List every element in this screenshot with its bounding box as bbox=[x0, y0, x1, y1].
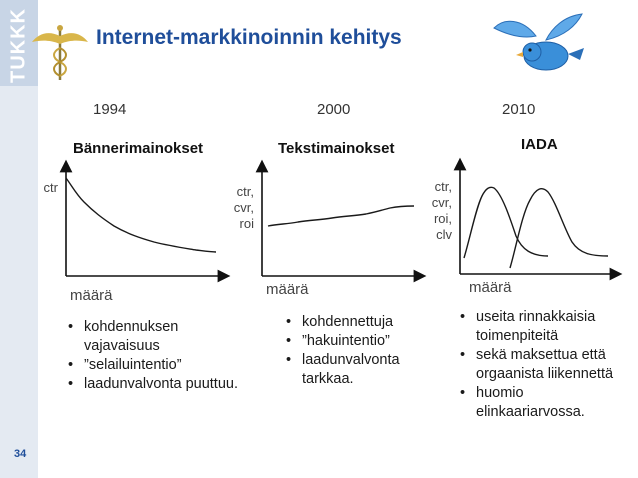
metric-curve bbox=[267, 205, 415, 227]
list-item: sekä maksettua että orgaanista liikennet… bbox=[454, 346, 614, 384]
list-item: ”selailuintentio” bbox=[62, 356, 272, 375]
list-item: kohdennettuja bbox=[280, 313, 430, 332]
list-item: kohdennuksen vajavaisuus bbox=[62, 318, 224, 356]
iada-chart bbox=[453, 157, 623, 281]
year-label: 1994 bbox=[93, 101, 127, 118]
lifecycle-curve-1 bbox=[463, 186, 549, 259]
bullet-list: kohdennuksen vajavaisuus ”selailuintenti… bbox=[62, 318, 272, 394]
text-ads-chart bbox=[255, 159, 427, 283]
column-heading: IADA bbox=[521, 136, 558, 153]
bluebird-icon bbox=[493, 13, 584, 71]
bullet-list: kohdennettuja ”hakuintentio” laadunvalvo… bbox=[280, 313, 430, 389]
slide-title: Internet-markkinoinnin kehitys bbox=[96, 26, 402, 49]
year-label: 2000 bbox=[317, 101, 351, 118]
list-item: useita rinnakkaisia toimenpiteitä bbox=[454, 308, 626, 346]
list-item: laadunvalvonta tarkkaa. bbox=[280, 351, 424, 389]
list-item: huomio elinkaariarvossa. bbox=[454, 384, 608, 422]
banner-ctr-chart bbox=[59, 159, 231, 283]
list-item: laadunvalvonta puuttuu. bbox=[62, 375, 272, 394]
ctr-curve bbox=[65, 177, 217, 253]
year-label: 2010 bbox=[502, 101, 536, 118]
y-axis-label: ctr, cvr, roi, clv bbox=[431, 179, 452, 242]
column-heading: Tekstimainokset bbox=[278, 140, 395, 157]
caduceus-icon bbox=[32, 25, 88, 80]
x-axis-label: määrä bbox=[266, 281, 309, 298]
column-heading: Bännerimainokset bbox=[73, 140, 204, 157]
list-item: ”hakuintentio” bbox=[280, 332, 430, 351]
x-axis-label: määrä bbox=[469, 279, 512, 296]
y-axis-label: ctr, cvr, roi bbox=[233, 184, 254, 231]
lifecycle-curve-2 bbox=[509, 188, 609, 269]
x-axis-label: määrä bbox=[70, 287, 113, 304]
logo-text: TUKKK bbox=[7, 8, 30, 84]
page-number: 34 bbox=[14, 448, 27, 460]
y-axis-label: ctr bbox=[43, 180, 58, 195]
bullet-list: useita rinnakkaisia toimenpiteitä sekä m… bbox=[454, 308, 632, 422]
logo-band bbox=[0, 0, 38, 86]
